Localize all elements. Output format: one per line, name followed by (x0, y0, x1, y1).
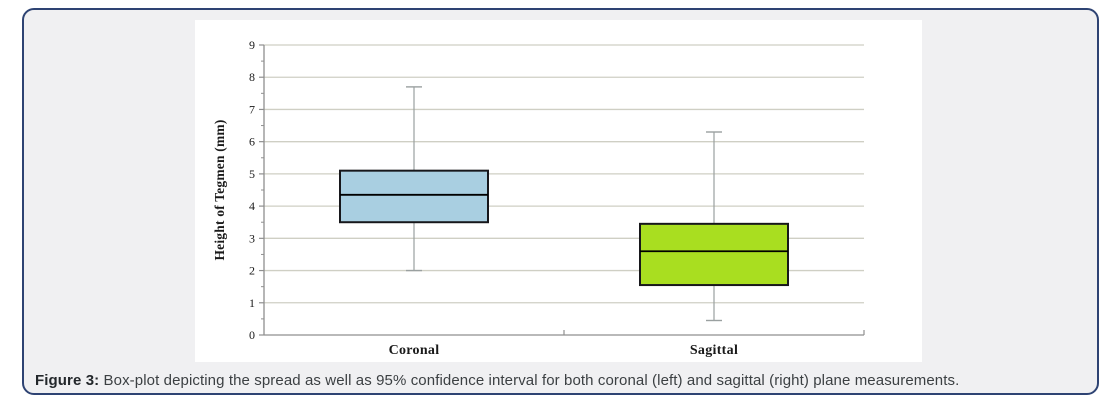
figure-caption-text: Box-plot depicting the spread as well as… (103, 372, 960, 389)
y-tick-label-9: 9 (249, 38, 255, 52)
boxplot-chart: 0 1 2 3 4 5 6 7 8 9 Coronal Sagittal Height of Tegme… (212, 38, 865, 358)
y-tick-label-8: 8 (249, 70, 255, 84)
box-sagittal (639, 222, 789, 287)
y-tick-label-1: 1 (249, 296, 255, 310)
y-tick-label-5: 5 (249, 167, 255, 181)
y-tick-label-7: 7 (249, 102, 255, 116)
y-tick-label-6: 6 (249, 135, 255, 149)
y-tick-label-3: 3 (249, 231, 255, 245)
figure-frame: 0 1 2 3 4 5 6 7 8 9 Coronal Sagittal Height of Tegme… (22, 8, 1099, 395)
box-coronal (339, 169, 489, 224)
figure-caption: Figure 3: Box-plot depicting the spread … (35, 372, 959, 389)
y-tick-label-0: 0 (249, 328, 255, 342)
figure-caption-label: Figure 3: (35, 372, 100, 389)
y-tick-label-2: 2 (249, 264, 255, 278)
y-axis-title: Height of Tegmen (mm) (212, 119, 227, 260)
y-tick-label-4: 4 (249, 199, 255, 213)
x-category-label-coronal: Coronal (389, 343, 440, 358)
x-category-label-sagittal: Sagittal (690, 343, 738, 358)
chart-panel: 0 1 2 3 4 5 6 7 8 9 Coronal Sagittal Height of Tegme… (195, 20, 922, 362)
